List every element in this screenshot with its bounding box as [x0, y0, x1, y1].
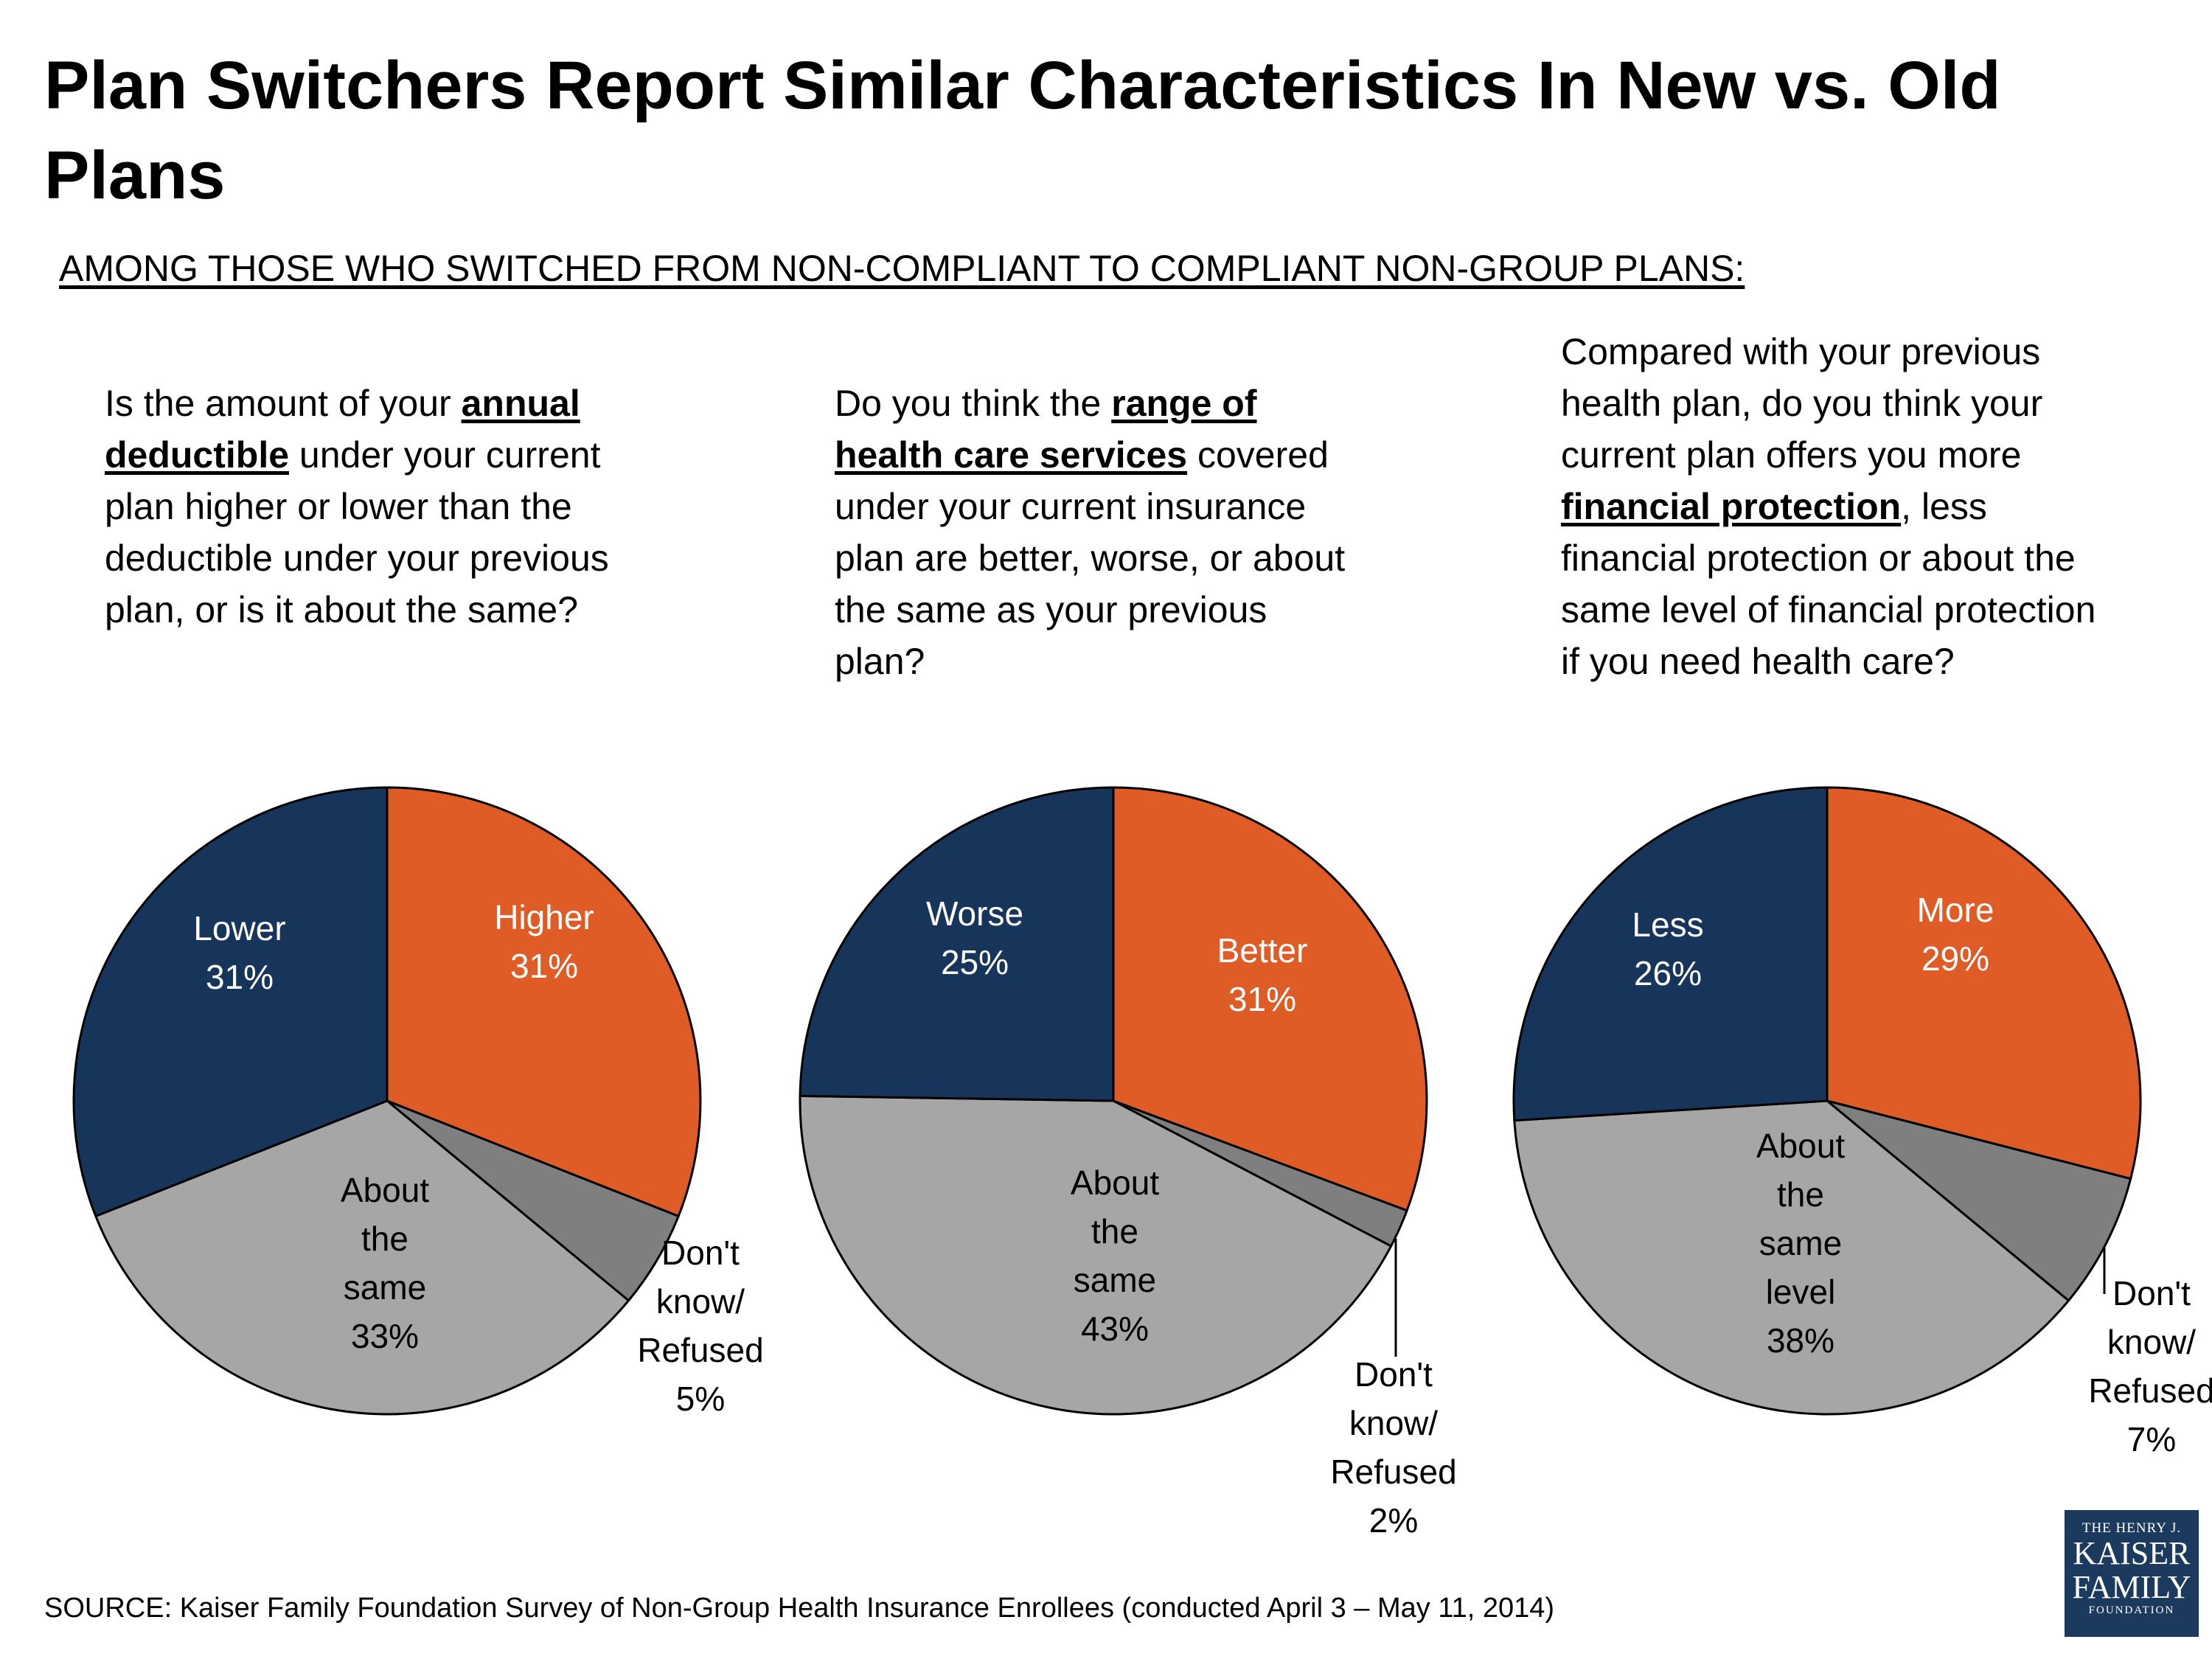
slice-label-line: the: [1091, 1212, 1138, 1251]
pie-chart: Better 31% Don't know/Refused 2% About the same…: [799, 786, 1457, 1540]
pie-slice: [386, 786, 702, 1218]
question-text: under your current plan higher or lower …: [105, 434, 609, 630]
pie-slice: [94, 1099, 630, 1416]
pie-slice: [1826, 786, 2142, 1180]
slice-label-line: level: [1766, 1273, 1836, 1311]
source-note: SOURCE: Kaiser Family Foundation Survey …: [44, 1593, 1555, 1624]
slice-label: Less 26%: [1632, 905, 1703, 992]
slice-label-line: Don't: [1354, 1355, 1433, 1394]
slice-label-line: About: [1756, 1127, 1845, 1165]
slice-label-line: Don't: [2112, 1274, 2191, 1312]
slice-label: Lower 31%: [193, 909, 285, 996]
slice-label: Don't know/Refused 7%: [2088, 1274, 2212, 1458]
slice-value: 33%: [351, 1317, 419, 1355]
question-text: Is the amount of your: [105, 383, 462, 424]
question-financial-protection: Compared with your previous health plan,…: [1561, 326, 2121, 687]
pie-slice: [1513, 1099, 2070, 1416]
question-emphasis: range of health care services: [835, 383, 1257, 476]
pie-slice: [799, 786, 1115, 1102]
question-text: covered under your current insurance pla…: [835, 434, 1346, 682]
question-services: Do you think the range of health care se…: [835, 378, 1366, 687]
logo-line: FAMILY: [2072, 1569, 2191, 1605]
question-text: , less financial protection or about the…: [1561, 486, 2096, 682]
pie-chart: More 29% Don't know/Refused 7% About the same le…: [1512, 786, 2212, 1458]
slice-label-line: Worse: [926, 894, 1023, 933]
logo-line: FOUNDATION: [2088, 1604, 2175, 1616]
question-emphasis: financial protection: [1561, 486, 1902, 527]
question-text: Compared with your previous health plan,…: [1561, 331, 2043, 476]
slice-value: 25%: [941, 943, 1009, 981]
slice-label: Higher 31%: [494, 898, 594, 985]
slice-label-line: Refused: [2088, 1371, 2212, 1410]
slice-label-line: know/: [1349, 1404, 1438, 1442]
logo-line: THE HENRY J.: [2081, 1520, 2182, 1536]
slice-value: 29%: [1921, 939, 1989, 978]
slice-label-line: About: [341, 1171, 429, 1209]
slice-label-line: same: [1074, 1261, 1156, 1299]
question-deductible: Is the amount of your annual deductible …: [105, 378, 636, 636]
pie-slice: [799, 1094, 1393, 1416]
pie-slice: [1512, 786, 1829, 1122]
slice-label: More 29%: [1917, 891, 1994, 978]
slice-value: 7%: [2127, 1420, 2176, 1458]
slice-label: Don't know/Refused 2%: [1330, 1355, 1456, 1540]
slice-label-line: the: [1777, 1175, 1824, 1214]
slice-label-line: Higher: [494, 898, 594, 936]
slice-value: 5%: [676, 1380, 725, 1418]
slice-value: 26%: [1634, 954, 1702, 992]
slice-label-line: Better: [1217, 931, 1308, 970]
slice-label: About the same 33%: [341, 1171, 429, 1355]
slice-label: Better 31%: [1217, 931, 1308, 1018]
slice-label-line: More: [1917, 891, 1994, 929]
slice-label-line: Less: [1632, 905, 1703, 944]
slice-label-line: know/: [2107, 1323, 2196, 1361]
question-text: Do you think the: [835, 383, 1112, 424]
question-emphasis: annual deductible: [105, 383, 580, 476]
slice-label: Don't know/Refused 5%: [637, 1234, 763, 1418]
slice-label-line: About: [1071, 1164, 1159, 1202]
slice-label: About the same level 38%: [1756, 1127, 1845, 1360]
slice-label-line: Don't: [661, 1234, 740, 1272]
slice-label-line: Refused: [1330, 1453, 1456, 1491]
slice-label-line: Refused: [637, 1331, 763, 1369]
slice-label-line: Lower: [193, 909, 285, 947]
slice-label-line: the: [361, 1220, 408, 1258]
slice-value: 31%: [510, 947, 578, 985]
slice-label: Worse 25%: [926, 894, 1023, 981]
slice-label-line: know/: [656, 1282, 745, 1321]
subtitle: AMONG THOSE WHO SWITCHED FROM NON-COMPLI…: [59, 248, 1745, 289]
slice-value: 31%: [1228, 980, 1296, 1018]
logo-line: KAISER: [2073, 1535, 2191, 1571]
page-title: Plan Switchers Report Similar Characteri…: [44, 48, 2001, 213]
slice-value: 31%: [206, 958, 274, 996]
slice-value: 38%: [1767, 1321, 1834, 1360]
slice-label-line: same: [1759, 1224, 1842, 1262]
pie-slice: [1826, 1099, 2132, 1303]
pie-chart: Higher 31% Don't know/Refused 5% About the same…: [72, 786, 764, 1418]
slice-value: 2%: [1369, 1501, 1418, 1540]
slice-label-line: same: [344, 1268, 426, 1307]
pie-slice: [72, 786, 389, 1218]
kff-logo: THE HENRY J. KAISER FAMILY FOUNDATION: [2065, 1510, 2199, 1637]
slice-value: 43%: [1081, 1310, 1149, 1348]
pie-slice: [1112, 786, 1428, 1212]
slice-label: About the same 43%: [1071, 1164, 1159, 1348]
